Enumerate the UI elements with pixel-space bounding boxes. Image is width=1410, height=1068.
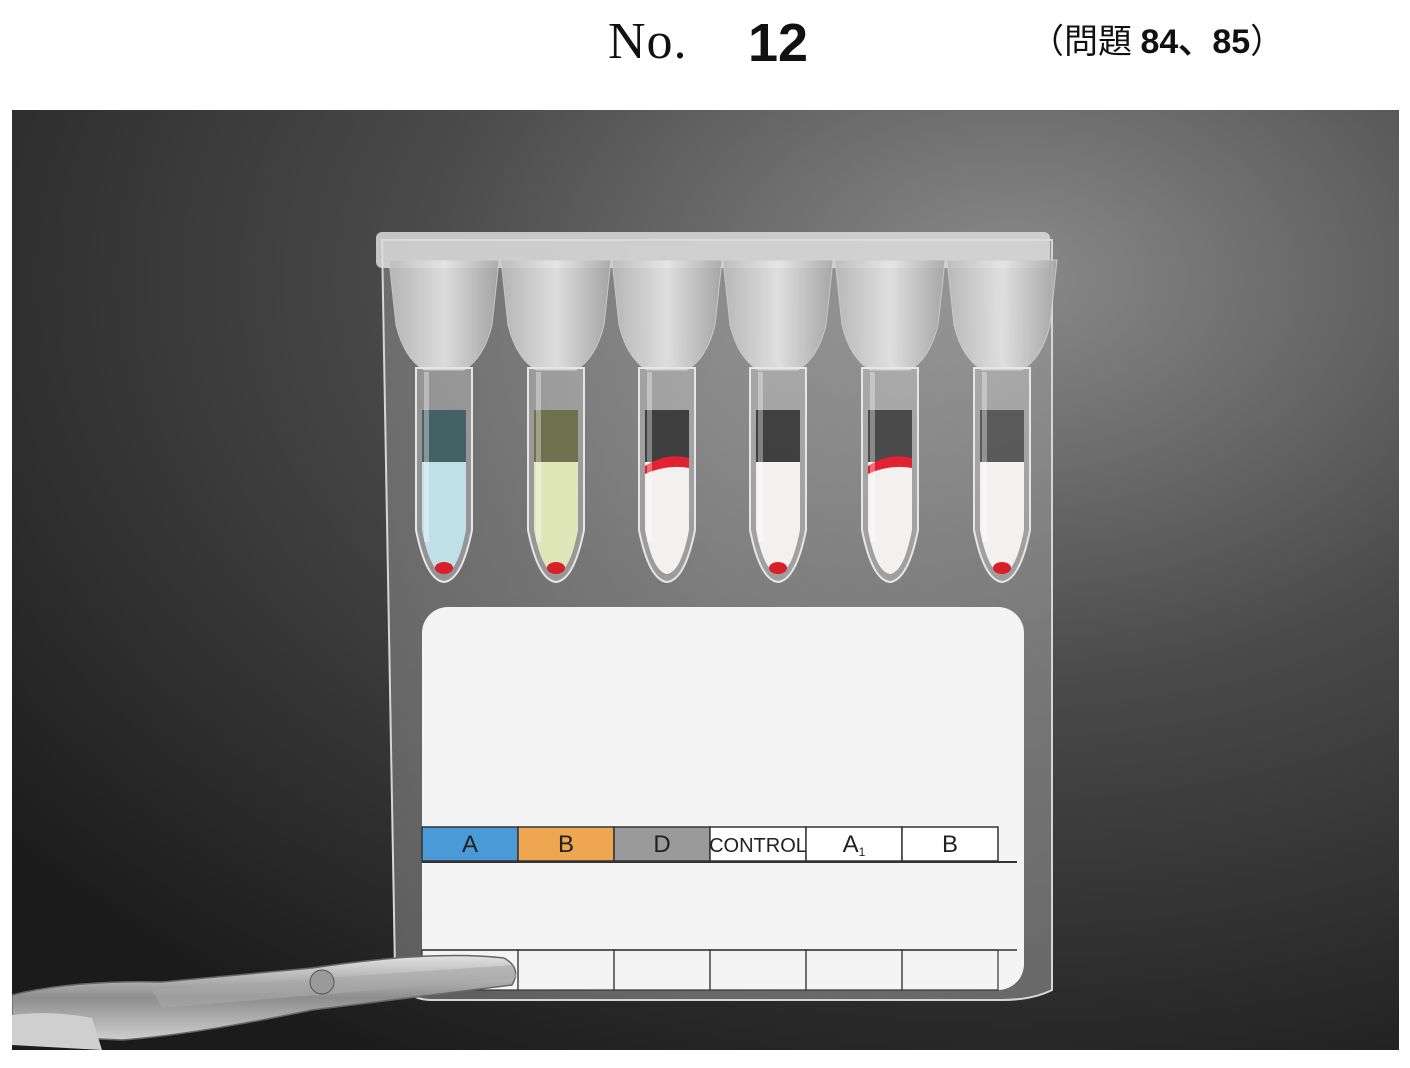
question-number: 12: [748, 13, 809, 73]
microtube-6: [946, 259, 1058, 584]
label-column-2: B: [517, 826, 615, 991]
ref-close: ）: [1250, 24, 1285, 61]
cassette-top-rim: [376, 232, 1050, 268]
question-label: No.: [608, 13, 688, 70]
label-column-text: A: [462, 831, 478, 858]
label-column-3: D: [613, 826, 711, 991]
label-column-text: CONTROL: [709, 835, 807, 857]
microtube-1: [388, 259, 500, 584]
label-columns: A B D CONTROL A1 B: [421, 826, 999, 991]
microtube-2: [500, 259, 612, 584]
label-column-text: D: [653, 831, 670, 858]
metal-clip: [12, 954, 517, 1050]
microtubes: [388, 259, 1058, 584]
label-column-text: B: [558, 831, 574, 858]
label-card: [422, 607, 1024, 990]
question-reference: （問題 84、85）: [1030, 14, 1284, 63]
label-column-text: B: [942, 831, 958, 858]
microtube-3: [611, 259, 723, 584]
label-column-4: CONTROL: [709, 826, 807, 991]
ref-numbers: 84、85: [1140, 23, 1251, 61]
ref-open: （問題: [1030, 24, 1141, 61]
blood-typing-photo: A B D CONTROL A1 B: [12, 110, 1399, 1050]
label-subscript: 1: [859, 845, 866, 859]
microtube-4: [722, 259, 834, 584]
label-column-5: A1: [805, 826, 903, 991]
label-column-1: A: [421, 826, 519, 991]
microtube-5: [834, 259, 946, 584]
